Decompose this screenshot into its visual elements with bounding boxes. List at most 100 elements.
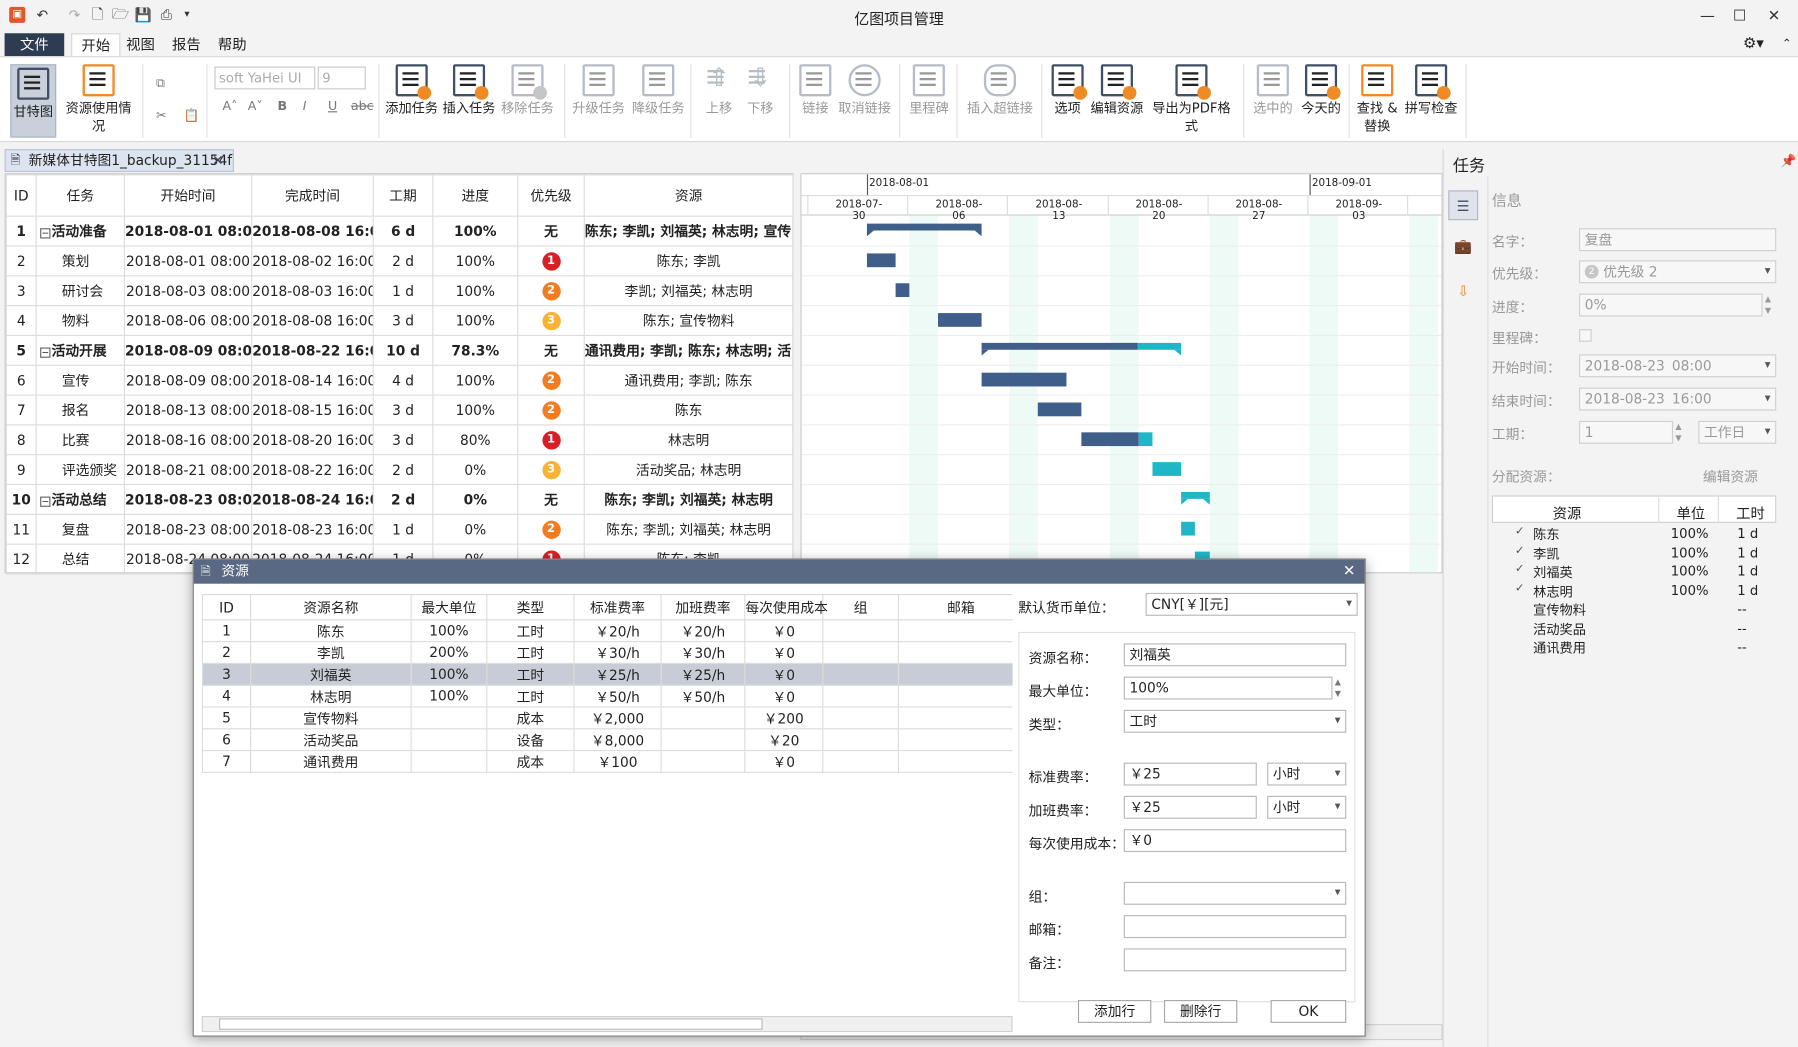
resource-col-header[interactable]: 类型 xyxy=(486,594,575,621)
undo-icon[interactable]: ↶ xyxy=(36,6,49,23)
end-time-field[interactable]: 2018-08-23 16:00 xyxy=(1579,387,1777,411)
export-icon[interactable]: ⇩ xyxy=(1457,281,1470,299)
priority-select[interactable]: 2 优先级 2 xyxy=(1579,260,1777,284)
resource-col-header[interactable]: 加班费率 xyxy=(660,594,746,621)
task-row[interactable]: 6 宣传 2018-08-09 08:00 2018-08-14 16:00 4 d 10… xyxy=(5,364,794,396)
export-pdf-button[interactable]: 导出为PDF格式 xyxy=(1147,62,1236,135)
resource-col-header[interactable]: 最大单位 xyxy=(410,594,488,621)
link-button[interactable]: 链接 xyxy=(796,62,835,117)
task-col-header[interactable]: 进度 xyxy=(432,174,519,217)
progress-spinner-icon[interactable]: ▲ ▼ xyxy=(1764,294,1771,316)
minimize-icon[interactable]: — xyxy=(1700,7,1715,25)
assigned-resource-row[interactable]: ✓ 刘福英 100% 1 d xyxy=(1492,562,1776,581)
overtime-rate-field[interactable]: ￥25 xyxy=(1123,795,1257,819)
task-col-header[interactable]: 完成时间 xyxy=(251,174,374,217)
new-file-icon[interactable]: 🗋 xyxy=(91,5,104,22)
resource-checkbox[interactable]: ✓ xyxy=(1514,581,1525,595)
assigned-resource-row[interactable]: 活动奖品 -- xyxy=(1492,619,1776,638)
resource-col-header[interactable]: 邮箱 xyxy=(897,594,1013,621)
collapse-toggle-icon[interactable]: − xyxy=(40,228,51,239)
file-menu[interactable]: 文件 xyxy=(4,33,65,57)
move-up-button[interactable]: ⇧ 上移 xyxy=(700,62,739,117)
downgrade-task-button[interactable]: 降级任务 xyxy=(631,62,686,117)
tab-help[interactable]: 帮助 xyxy=(217,35,247,53)
shrink-font-icon[interactable]: A˅ xyxy=(247,98,263,114)
assigned-resource-row[interactable]: 宣传物料 -- xyxy=(1492,600,1776,619)
resource-checkbox[interactable]: ✓ xyxy=(1514,544,1525,557)
task-bar-remaining[interactable] xyxy=(1138,432,1153,447)
paste-icon[interactable]: 📋 xyxy=(183,107,200,123)
resource-row[interactable]: 1 陈东 100% 工时 ￥20/h ￥20/h ￥0 xyxy=(201,619,1013,643)
pin-panel-icon[interactable]: 📌 xyxy=(1780,153,1797,169)
task-row[interactable]: 4 物料 2018-08-06 08:00 2018-08-08 16:00 3 d 10… xyxy=(5,305,794,337)
summary-bar-remaining[interactable] xyxy=(1181,491,1210,499)
italic-icon[interactable]: I xyxy=(302,98,307,114)
customize-quick-access-icon[interactable]: ▾ xyxy=(184,9,190,21)
resource-row[interactable]: 2 李凯 200% 工时 ￥30/h ￥30/h ￥0 xyxy=(201,641,1013,664)
spell-check-button[interactable]: 拼写检查 xyxy=(1404,62,1459,117)
goto-selected-button[interactable]: 选中的 xyxy=(1250,62,1296,117)
bold-icon[interactable]: B xyxy=(277,98,288,114)
assigned-resource-row[interactable]: ✓ 林志明 100% 1 d xyxy=(1492,581,1776,600)
open-folder-icon[interactable]: 🗁 xyxy=(111,5,129,22)
max-unit-field[interactable]: 100% xyxy=(1123,676,1333,700)
move-down-button[interactable]: ⇩ 下移 xyxy=(741,62,780,117)
close-tab-icon[interactable]: ✕ xyxy=(212,152,224,169)
summary-bar[interactable] xyxy=(866,223,982,231)
tab-report[interactable]: 报告 xyxy=(172,35,201,53)
remove-task-button[interactable]: 移除任务 xyxy=(500,62,555,117)
duration-unit-select[interactable]: 工作日 xyxy=(1698,420,1777,444)
document-tab[interactable]: 🗎 新媒体甘特图1_backup_31154f ✕ xyxy=(4,149,234,173)
cut-icon[interactable]: ✂ xyxy=(155,107,167,123)
resource-checkbox[interactable]: ✓ xyxy=(1514,563,1525,576)
find-replace-button[interactable]: 查找 & 替换 xyxy=(1353,62,1401,135)
task-info-icon[interactable]: ☰ xyxy=(1448,190,1479,221)
resource-row[interactable]: 3 刘福英 100% 工时 ￥25/h ￥25/h ￥0 xyxy=(201,662,1013,686)
duration-spinner-icon[interactable]: ▲ ▼ xyxy=(1675,422,1682,443)
dialog-close-icon[interactable]: ✕ xyxy=(1342,563,1356,581)
task-bar-remaining[interactable] xyxy=(1152,462,1182,476)
resource-row[interactable]: 5 宣传物料 成本 ￥2,000 ￥200 xyxy=(201,706,1013,730)
task-bar[interactable] xyxy=(938,313,982,327)
task-row[interactable]: 9 评选颁奖 2018-08-21 08:00 2018-08-22 16:00 2 d… xyxy=(5,454,794,486)
collapse-toggle-icon[interactable]: − xyxy=(40,496,51,507)
assigned-resource-row[interactable]: 通讯费用 -- xyxy=(1492,638,1776,657)
delete-row-button[interactable]: 删除行 xyxy=(1163,999,1238,1023)
group-select[interactable] xyxy=(1123,881,1347,905)
standard-rate-unit-select[interactable]: 小时 xyxy=(1267,762,1347,786)
options-button[interactable]: 选项 xyxy=(1048,62,1088,117)
resource-col-header[interactable]: 标准费率 xyxy=(573,594,662,621)
email-field[interactable] xyxy=(1123,915,1347,939)
duration-field[interactable]: 1 xyxy=(1579,420,1674,444)
milestone-button[interactable]: 里程碑 xyxy=(906,62,952,117)
task-row[interactable]: 2 策划 2018-08-01 08:00 2018-08-02 16:00 2 d 10… xyxy=(5,245,794,277)
close-icon[interactable]: ✕ xyxy=(1767,7,1781,25)
resource-table-scrollbar[interactable] xyxy=(201,1016,1013,1033)
ok-button[interactable]: OK xyxy=(1270,999,1347,1023)
milestone-checkbox[interactable] xyxy=(1579,329,1592,342)
strikethrough-icon[interactable]: abc xyxy=(350,98,374,114)
task-col-header[interactable]: ID xyxy=(5,174,37,217)
add-task-button[interactable]: 添加任务 xyxy=(385,62,438,117)
copy-icon[interactable]: ⧉ xyxy=(155,75,165,91)
tab-home[interactable]: 开始 xyxy=(71,33,121,57)
max-unit-spinner-icon[interactable]: ▲ ▼ xyxy=(1334,677,1341,699)
task-row[interactable]: 8 比赛 2018-08-16 08:00 2018-08-20 16:00 3 d 80… xyxy=(5,424,794,456)
standard-rate-field[interactable]: ￥25 xyxy=(1123,762,1257,786)
type-select[interactable]: 工时 xyxy=(1123,709,1347,733)
name-field[interactable]: 复盘 xyxy=(1579,228,1777,252)
underline-icon[interactable]: U xyxy=(327,98,338,114)
task-col-header[interactable]: 开始时间 xyxy=(123,174,253,217)
gantt-view-button[interactable]: 甘特图 xyxy=(10,64,57,138)
save-icon[interactable]: 💾 xyxy=(134,6,152,23)
unlink-button[interactable]: 取消链接 xyxy=(837,62,892,117)
task-col-header[interactable]: 优先级 xyxy=(517,174,585,217)
edit-resource-link[interactable]: 编辑资源 xyxy=(1702,469,1758,486)
resource-row[interactable]: 6 活动奖品 设备 ￥8,000 ￥20 xyxy=(201,728,1013,752)
collapse-toggle-icon[interactable]: − xyxy=(40,347,51,358)
